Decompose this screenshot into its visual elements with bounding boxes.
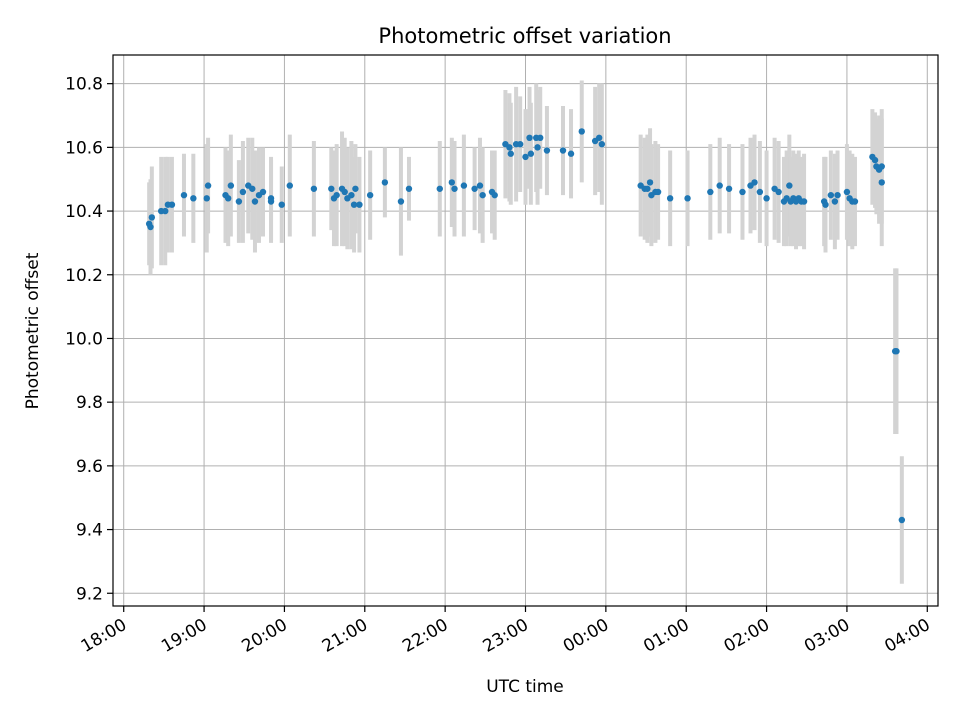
data-point xyxy=(843,188,851,196)
data-point xyxy=(800,198,808,205)
data-point xyxy=(251,198,259,205)
data-point xyxy=(259,188,267,196)
data-point xyxy=(851,198,859,205)
y-tick-label: 9.8 xyxy=(76,393,103,413)
data-point xyxy=(898,516,906,524)
data-point xyxy=(471,185,478,192)
data-point xyxy=(716,182,723,189)
data-point xyxy=(286,182,293,189)
data-point xyxy=(180,191,188,199)
y-tick-label: 10.0 xyxy=(65,329,103,349)
data-points xyxy=(145,128,906,524)
data-point xyxy=(224,195,232,202)
y-tick-label: 9.4 xyxy=(76,521,103,541)
data-point xyxy=(739,188,746,196)
y-axis-label: Photometric offset xyxy=(23,252,43,409)
data-point xyxy=(537,134,544,142)
y-tick-label: 10.4 xyxy=(65,202,103,222)
data-point xyxy=(644,185,651,192)
y-tick-label: 10.2 xyxy=(65,266,103,286)
data-point xyxy=(763,195,770,202)
data-point xyxy=(871,156,879,164)
data-point xyxy=(381,179,389,186)
y-tick-label: 9.2 xyxy=(76,584,103,604)
y-axis-ticks: 9.2 9.4 9.6 9.8 10.0 10.2 10.4 10.6 10.8 xyxy=(65,75,113,604)
data-point xyxy=(559,147,567,154)
data-point xyxy=(476,182,484,189)
data-point xyxy=(235,198,243,205)
data-point xyxy=(831,198,839,205)
data-point xyxy=(333,191,340,199)
data-point xyxy=(522,153,529,161)
data-point xyxy=(451,185,458,192)
data-point xyxy=(267,198,275,205)
data-point xyxy=(646,179,654,186)
data-point xyxy=(348,191,355,199)
data-point xyxy=(507,150,514,157)
data-point xyxy=(341,188,348,196)
y-tick-label: 10.8 xyxy=(65,75,103,95)
data-point xyxy=(775,188,782,196)
data-point xyxy=(491,191,498,199)
data-point xyxy=(506,144,513,151)
data-point xyxy=(227,182,235,189)
data-point xyxy=(725,185,733,192)
data-point xyxy=(595,134,603,142)
data-point xyxy=(751,179,758,186)
data-point xyxy=(578,128,585,135)
data-point xyxy=(786,182,793,189)
data-point xyxy=(397,198,405,205)
data-point xyxy=(654,188,662,196)
data-point xyxy=(893,348,900,355)
data-point xyxy=(834,191,841,199)
data-point xyxy=(878,179,885,186)
y-tick-label: 9.6 xyxy=(76,457,103,477)
data-point xyxy=(567,150,575,157)
x-axis-label: UTC time xyxy=(486,677,564,697)
data-point xyxy=(527,150,535,157)
data-point xyxy=(190,195,197,202)
chart-title: Photometric offset variation xyxy=(378,24,671,48)
data-point xyxy=(878,163,885,170)
data-point xyxy=(707,188,714,196)
y-tick-label: 10.6 xyxy=(65,138,103,158)
data-point xyxy=(147,223,154,231)
data-point xyxy=(204,182,212,189)
data-point xyxy=(405,185,413,192)
data-point xyxy=(328,185,335,192)
data-point xyxy=(666,195,674,202)
data-point xyxy=(448,179,456,186)
data-point xyxy=(366,191,374,199)
data-point xyxy=(352,185,359,192)
data-point xyxy=(350,201,358,208)
data-point xyxy=(534,144,541,151)
data-point xyxy=(822,201,829,208)
data-point xyxy=(598,140,606,148)
data-point xyxy=(516,140,524,148)
data-point xyxy=(756,188,764,196)
data-point xyxy=(543,147,551,154)
data-point xyxy=(356,201,363,208)
data-point xyxy=(460,182,468,189)
data-point xyxy=(203,195,210,202)
data-point xyxy=(278,201,285,208)
data-point xyxy=(239,188,247,196)
data-point xyxy=(162,207,169,215)
data-point xyxy=(479,191,486,199)
data-point xyxy=(249,185,256,192)
data-point xyxy=(684,195,691,202)
data-point xyxy=(168,201,176,208)
data-point xyxy=(827,191,835,199)
data-point xyxy=(436,185,443,192)
data-point xyxy=(310,185,318,192)
data-point xyxy=(148,214,156,221)
data-point xyxy=(526,134,533,142)
